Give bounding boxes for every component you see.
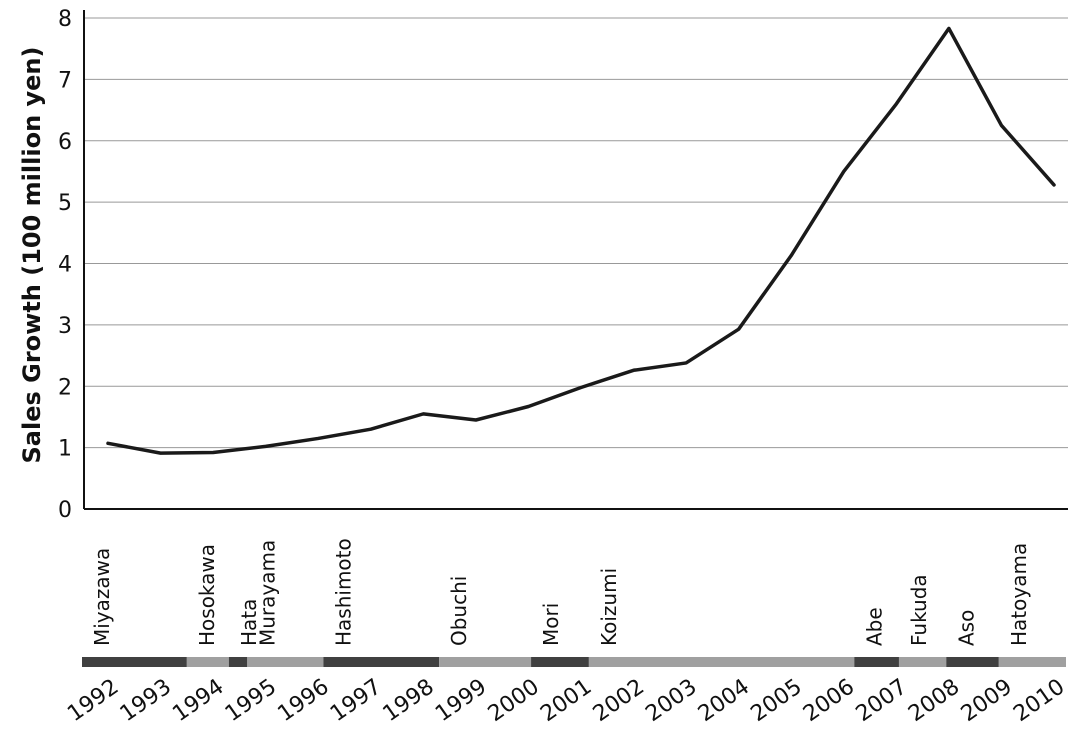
year-label: 2004 xyxy=(694,674,754,727)
year-label: 2008 xyxy=(904,674,964,727)
year-label: 1997 xyxy=(326,674,386,727)
y-tick-label: 6 xyxy=(58,130,72,155)
year-label: 1999 xyxy=(431,674,491,727)
pm-label: Murayama xyxy=(255,540,279,646)
axes xyxy=(83,10,1068,510)
pm-label: Hata xyxy=(237,599,261,646)
y-tick-label: 4 xyxy=(58,253,72,278)
pm-label: Hosokawa xyxy=(195,544,219,646)
pm-label: Abe xyxy=(862,607,886,646)
year-label: 2002 xyxy=(589,674,649,727)
timeline-band xyxy=(323,657,440,667)
prime-minister-timeline xyxy=(82,657,1066,667)
year-label: 2001 xyxy=(536,674,596,727)
year-label: 2009 xyxy=(957,674,1017,727)
pm-label: Hashimoto xyxy=(331,538,355,646)
pm-label: Fukuda xyxy=(907,574,931,646)
pm-label: Miyazawa xyxy=(90,548,114,646)
pm-label: Hatoyama xyxy=(1007,543,1031,646)
timeline-band xyxy=(588,657,855,667)
pm-label: Obuchi xyxy=(447,576,471,646)
timeline-band xyxy=(531,657,589,667)
timeline-band xyxy=(247,657,324,667)
year-label: 1992 xyxy=(63,674,123,727)
timeline-band xyxy=(946,657,999,667)
y-tick-label: 2 xyxy=(58,375,72,400)
y-tick-label: 5 xyxy=(58,191,72,216)
pm-label: Aso xyxy=(954,610,978,646)
timeline-band xyxy=(898,657,947,667)
year-label: 2010 xyxy=(1009,674,1069,727)
y-tick-label: 0 xyxy=(58,498,72,523)
timeline-band xyxy=(228,657,248,667)
series-lines xyxy=(106,26,1056,455)
year-label: 2006 xyxy=(799,674,859,727)
y-tick-label: 7 xyxy=(58,68,72,93)
year-label: 2007 xyxy=(852,674,912,727)
year-label: 2005 xyxy=(746,674,806,727)
timeline-band xyxy=(998,657,1066,667)
series-line xyxy=(106,26,1056,455)
y-tick-label: 3 xyxy=(58,314,72,339)
year-label: 2003 xyxy=(641,674,701,727)
timeline-band xyxy=(82,657,187,667)
pm-label: Koizumi xyxy=(597,568,621,646)
year-label: 1994 xyxy=(168,674,228,727)
timeline-band xyxy=(439,657,532,667)
year-label: 2000 xyxy=(484,674,544,727)
year-label: 1998 xyxy=(379,674,439,727)
year-label: 1995 xyxy=(221,674,281,727)
year-tick-labels: 1992199319941995199619971998199920002001… xyxy=(63,674,1069,727)
y-tick-label: 1 xyxy=(58,437,72,462)
pm-label: Mori xyxy=(539,603,563,646)
year-label: 1993 xyxy=(116,674,176,727)
timeline-band xyxy=(854,657,899,667)
year-label: 1996 xyxy=(273,674,333,727)
y-axis-label: Sales Growth (100 million yen) xyxy=(18,47,46,464)
grid-lines xyxy=(84,17,1068,449)
y-tick-label: 8 xyxy=(58,7,72,32)
y-tick-labels: 0 1 2 3 4 5 6 7 8 xyxy=(58,7,72,523)
timeline-band xyxy=(186,657,229,667)
